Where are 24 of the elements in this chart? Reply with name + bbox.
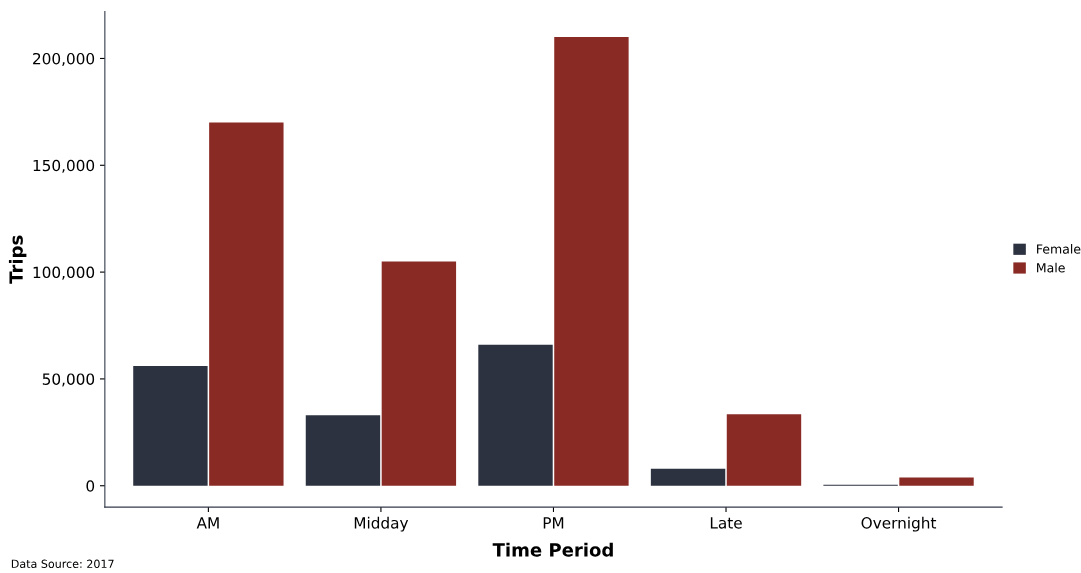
y-axis-title: Trips — [8, 235, 27, 284]
x-tick-label: Late — [710, 517, 742, 529]
x-tick-label: Midday — [354, 516, 409, 532]
legend-label: Male — [1037, 262, 1065, 273]
legend-label: Female — [1037, 244, 1081, 254]
y-tick-label: 0 — [86, 480, 95, 492]
bar — [554, 37, 629, 486]
bar — [305, 415, 381, 486]
source-note: Data Source: 2017 — [11, 559, 114, 568]
y-tick-label: 200,000 — [33, 52, 95, 67]
x-axis-title: Time Period — [492, 542, 613, 557]
bar — [209, 122, 284, 486]
bar — [726, 414, 802, 486]
y-tick-label: 100,000 — [33, 266, 95, 280]
x-tick-label: Overnight — [861, 516, 937, 532]
bar — [650, 468, 726, 486]
x-tick-label: AM — [196, 517, 219, 529]
x-tick-label: PM — [543, 517, 564, 529]
bar — [381, 261, 457, 486]
bar — [133, 366, 208, 486]
bar — [899, 477, 974, 486]
y-tick-label: 50,000 — [42, 373, 95, 387]
bar — [478, 344, 553, 486]
y-tick-label: 150,000 — [33, 159, 95, 173]
